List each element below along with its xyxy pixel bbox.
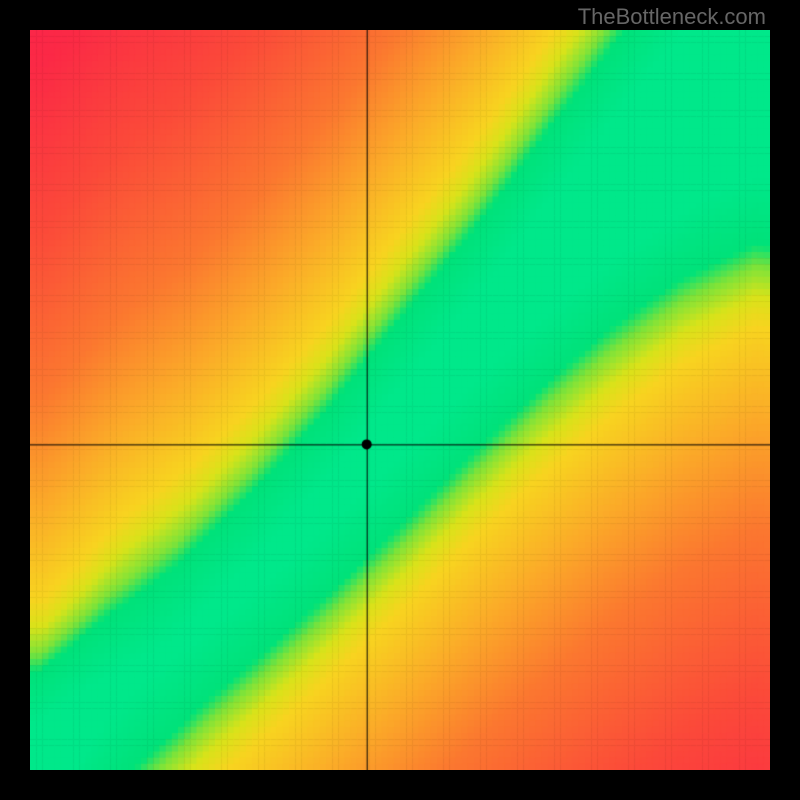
heatmap-canvas [30, 30, 770, 770]
plot-area [30, 30, 770, 770]
watermark-text: TheBottleneck.com [578, 4, 766, 30]
chart-container: TheBottleneck.com [0, 0, 800, 800]
